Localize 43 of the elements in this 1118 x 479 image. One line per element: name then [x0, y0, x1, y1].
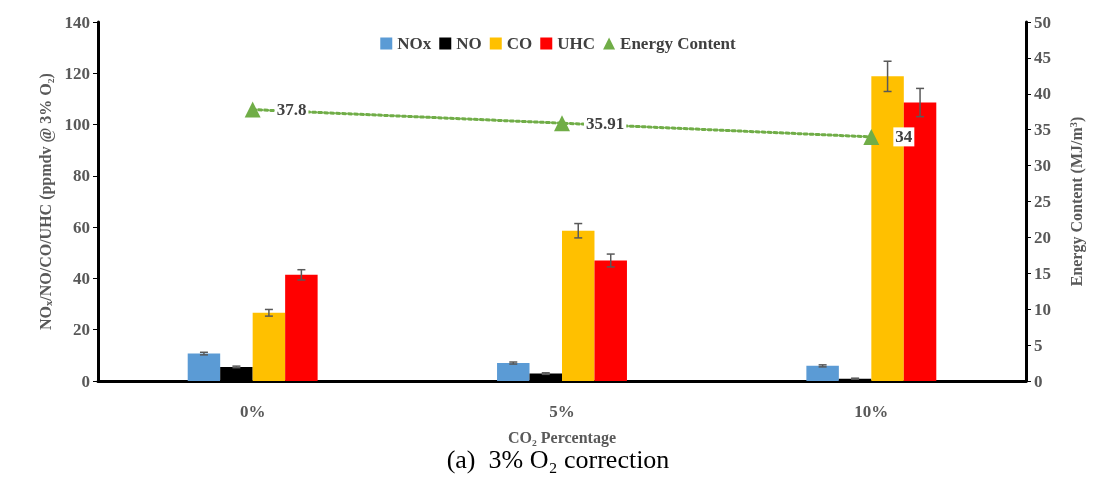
data-label: 34	[895, 127, 913, 147]
y2-tick-label: 10	[1034, 299, 1051, 319]
bar	[497, 363, 530, 381]
x-tick-label: 10%	[854, 402, 889, 421]
legend-label: UHC	[557, 34, 596, 53]
y2-tick-label: 20	[1034, 227, 1051, 247]
data-label: 35.91	[586, 113, 625, 133]
x-tick-label: 0%	[239, 402, 266, 421]
y-tick-label: 0	[81, 371, 90, 391]
y2-tick-label: 50	[1034, 12, 1051, 32]
x-axis-title: CO₂ Percentage	[507, 428, 617, 447]
y2-tick-label: 35	[1034, 120, 1051, 140]
y-tick-label: 60	[73, 217, 90, 237]
y2-tick-label: 40	[1034, 84, 1051, 104]
y2-tick-label: 0	[1034, 371, 1043, 391]
legend-label: NOx	[397, 34, 432, 53]
bar	[187, 353, 221, 381]
y-tick-label: 100	[64, 115, 90, 135]
y-tick-label: 140	[64, 12, 90, 32]
y2-tick-label: 45	[1034, 48, 1051, 68]
bar	[562, 230, 595, 381]
y2-tick-label: 30	[1034, 156, 1051, 176]
bar	[594, 260, 627, 381]
data-label: 37.8	[276, 100, 307, 120]
bar	[285, 274, 318, 381]
legend-label: Energy Content	[620, 34, 737, 53]
y2-tick-label: 15	[1034, 263, 1051, 283]
y2-axis-title: Energy Content (MJ/m3)	[1067, 116, 1086, 287]
y2-tick-label: 25	[1034, 192, 1051, 211]
y-tick-label: 40	[73, 268, 90, 288]
legend-label: CO	[506, 34, 533, 53]
y-tick-label: 120	[64, 63, 90, 83]
bar	[252, 312, 286, 381]
legend-label: NO	[456, 34, 482, 53]
point	[863, 128, 880, 145]
bar	[806, 365, 839, 381]
x-tick-label: 5%	[549, 402, 575, 421]
y-tick-label: 80	[73, 166, 90, 186]
point	[244, 101, 261, 118]
y2-tick-label: 5	[1034, 335, 1043, 355]
y-tick-label: 20	[73, 320, 90, 340]
point	[554, 115, 570, 132]
y-axis-title: NOx/NO/CO/UHC (ppmdv @ 3% O₂)	[36, 73, 55, 330]
